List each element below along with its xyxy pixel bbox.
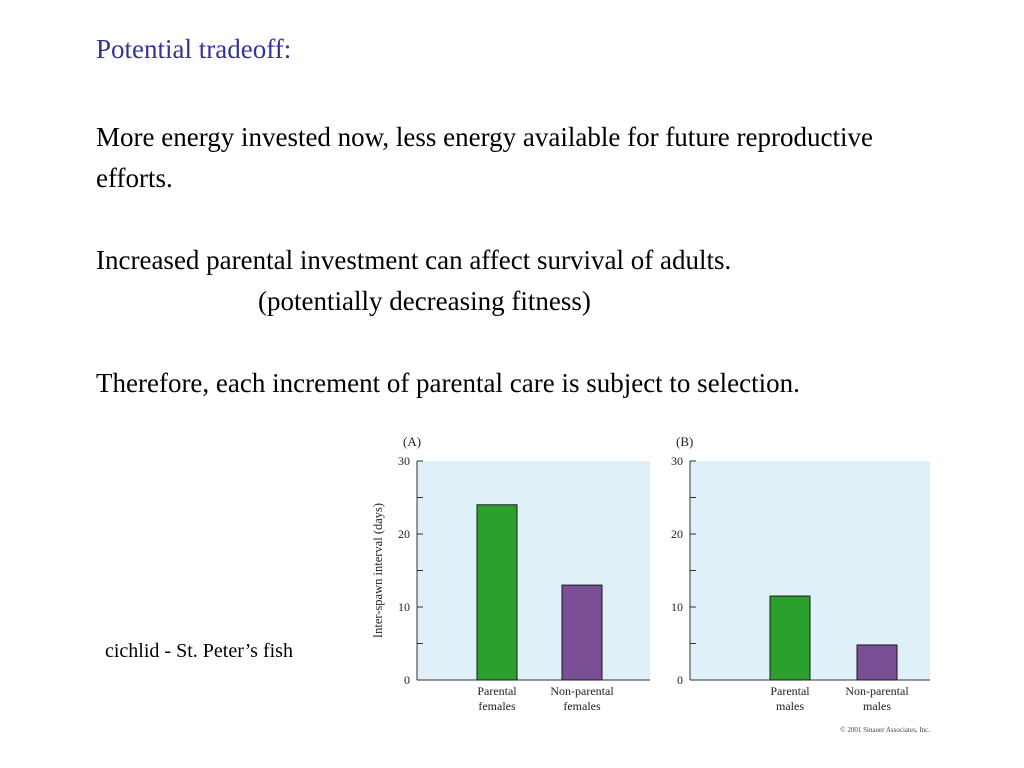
bar-2 — [856, 644, 898, 681]
bar-2 — [561, 584, 603, 681]
bar-1 — [476, 504, 518, 681]
x-category-label: Non-parental males — [845, 684, 909, 713]
panel-label: (B) — [676, 434, 693, 449]
y-tick-label: 0 — [677, 673, 683, 687]
y-axis-label: Inter-spawn interval (days) — [371, 503, 385, 638]
y-tick-label: 30 — [398, 454, 410, 468]
paragraph-selection: Therefore, each increment of parental ca… — [96, 368, 800, 398]
paragraph-energy: More energy invested now, less energy av… — [96, 122, 873, 193]
paragraph-survival-line2: (potentially decreasing fitness) — [258, 286, 591, 316]
x-category-label: Parental females — [477, 684, 517, 713]
fish-caption: cichlid - St. Peter’s fish — [105, 640, 293, 662]
plot-background — [417, 461, 650, 680]
y-tick-label: 30 — [671, 454, 683, 468]
paragraph-survival-line1: Increased parental investment can affect… — [96, 245, 732, 275]
chart-panel-b: 0 10 20 30 (B) Parental males Non-parental males — [671, 434, 930, 713]
y-tick-label: 0 — [404, 673, 410, 687]
bar-1 — [769, 595, 811, 681]
paragraph-survival: Increased parental investment can affect… — [96, 240, 926, 322]
panel-label: (A) — [403, 434, 421, 449]
y-tick-label: 20 — [398, 527, 410, 541]
inter-spawn-chart: 0 10 20 30 (A) Inter-spawn interval (days) Par… — [371, 434, 930, 734]
x-category-label: Non-parental females — [550, 684, 614, 713]
x-category-label: Parental males — [770, 684, 810, 713]
y-tick-label: 10 — [398, 600, 410, 614]
copyright-note: © 2001 Sinauer Associates, Inc. — [840, 726, 930, 734]
chart-panel-a: 0 10 20 30 (A) Inter-spawn interval (days) Par… — [371, 434, 650, 713]
y-tick-label: 20 — [671, 527, 683, 541]
slide-title: Potential tradeoff: — [96, 34, 292, 64]
y-tick-label: 10 — [671, 600, 683, 614]
